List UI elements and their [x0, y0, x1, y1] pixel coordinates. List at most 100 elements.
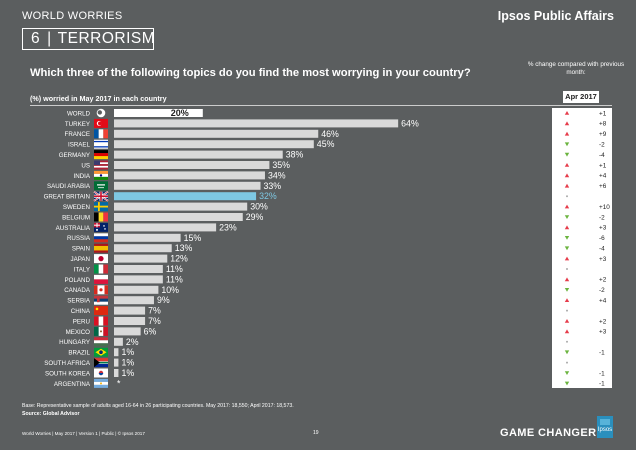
- up-arrow-icon: [564, 256, 570, 261]
- bar-australia: [114, 223, 217, 232]
- category-label-world: WORLD: [67, 110, 91, 117]
- value-label-india: 34%: [268, 170, 286, 180]
- up-arrow-icon: [564, 298, 570, 302]
- flag-belgium-icon: [94, 212, 108, 222]
- down-arrow-icon: [564, 152, 570, 157]
- flag-japan-icon: [94, 254, 108, 264]
- change-value-south-korea: -1: [599, 370, 605, 377]
- category-label-peru: PERU: [73, 318, 90, 325]
- flag-turkey-icon: [94, 118, 108, 128]
- change-value-world: +1: [599, 110, 607, 117]
- down-arrow-icon: [564, 350, 570, 355]
- value-label-belgium: 29%: [246, 212, 264, 222]
- down-arrow-icon: [564, 288, 570, 292]
- value-label-germany: 38%: [286, 150, 304, 160]
- bar-belgium: [114, 213, 243, 221]
- page-number: 19: [313, 430, 319, 436]
- up-arrow-icon: [564, 277, 570, 282]
- flag-mexico-icon: [94, 326, 108, 336]
- bar-spain: [114, 244, 172, 253]
- change-value-saudi-arabia: +6: [599, 183, 607, 190]
- section-title: TERRORISM: [57, 30, 156, 47]
- down-arrow-icon: [564, 381, 570, 386]
- comparison-period: Apr 2017: [563, 91, 599, 103]
- flag-spain-icon: [94, 243, 108, 253]
- category-label-great-britain: GREAT BRITAIN: [44, 194, 90, 201]
- flag-canada-icon: [94, 285, 108, 295]
- flag-germany-icon: [94, 150, 108, 160]
- change-value-turkey: +8: [599, 121, 607, 128]
- flag-italy-icon: [94, 264, 108, 274]
- category-label-india: INDIA: [73, 173, 90, 180]
- flag-south-africa-icon: [94, 358, 108, 368]
- category-label-australia: AUSTRALIA: [56, 225, 91, 232]
- category-label-saudi-arabia: SAUDI ARABIA: [47, 183, 91, 190]
- category-label-serbia: SERBIA: [67, 298, 91, 305]
- brand-name: Ipsos Public Affairs: [497, 9, 614, 23]
- footer-meta: World Worries | May 2017 | Version 1 | P…: [22, 431, 145, 436]
- up-arrow-icon: [564, 225, 570, 230]
- value-label-south-korea: 1%: [121, 368, 134, 378]
- value-label-mexico: 6%: [144, 326, 157, 336]
- header-rule: [30, 105, 612, 106]
- down-arrow-icon: [564, 236, 570, 240]
- kicker: WORLD WORRIES: [22, 10, 123, 22]
- flag-china-icon: [94, 306, 108, 316]
- no-change-icon: [566, 268, 568, 270]
- bar-saudi-arabia: [114, 181, 261, 190]
- change-value-belgium: -2: [599, 214, 605, 221]
- category-label-russia: RUSSIA: [67, 235, 91, 242]
- category-label-mexico: MEXICO: [66, 329, 91, 336]
- category-label-south-korea: SOUTH KOREA: [45, 370, 91, 377]
- value-label-argentina: *: [117, 378, 121, 388]
- value-label-sweden: 30%: [250, 202, 268, 212]
- value-label-israel: 45%: [317, 139, 335, 149]
- up-arrow-icon: [564, 131, 570, 136]
- change-value-mexico: +3: [599, 329, 607, 336]
- category-label-spain: SPAIN: [72, 246, 90, 253]
- up-arrow-icon: [564, 183, 570, 188]
- up-arrow-icon: [564, 173, 570, 178]
- down-arrow-icon: [564, 215, 570, 219]
- globe-icon: [96, 108, 106, 118]
- value-label-france: 46%: [321, 129, 339, 139]
- value-label-peru: 7%: [148, 316, 161, 326]
- value-label-australia: 23%: [219, 222, 237, 232]
- change-value-spain: -4: [599, 246, 605, 253]
- flag-argentina-icon: [94, 378, 108, 388]
- category-label-turkey: TURKEY: [65, 121, 90, 128]
- section-title-box: 6 | TERRORISM: [22, 28, 156, 50]
- value-label-hungary: 2%: [126, 337, 139, 347]
- category-label-italy: ITALY: [74, 266, 90, 273]
- question-text: Which three of the following topics do y…: [30, 67, 471, 79]
- ipsos-logo: Ipsos: [597, 416, 613, 438]
- change-value-israel: -2: [599, 142, 605, 149]
- category-label-canada: CANADA: [64, 287, 91, 294]
- bar-israel: [114, 140, 314, 149]
- change-value-brazil: -1: [599, 350, 605, 357]
- down-arrow-icon: [564, 142, 570, 147]
- no-change-icon: [566, 195, 568, 198]
- section-number: 6: [31, 30, 41, 47]
- category-label-sweden: SWEDEN: [63, 204, 90, 211]
- basis-note: Base: Representative sample of adults ag…: [22, 403, 294, 409]
- value-label-saudi-arabia: 33%: [264, 181, 282, 191]
- category-label-south-africa: SOUTH AFRICA: [44, 360, 91, 367]
- value-label-great-britain: 32%: [259, 191, 277, 201]
- category-label-japan: JAPAN: [71, 256, 90, 263]
- bar-germany: [114, 150, 283, 159]
- flag-peru-icon: [94, 316, 108, 326]
- flag-saudi-arabia-icon: [94, 181, 108, 191]
- category-label-us: US: [81, 162, 90, 169]
- bar-italy: [114, 265, 163, 273]
- change-header: % change compared with previous month:: [527, 61, 625, 76]
- tagline: GAME CHANGERS: [500, 427, 605, 439]
- change-value-sweden: +10: [599, 204, 610, 211]
- category-label-belgium: BELGIUM: [62, 214, 90, 221]
- flag-israel-icon: [94, 139, 108, 149]
- category-label-poland: POLAND: [65, 277, 91, 284]
- value-label-serbia: 9%: [157, 295, 170, 305]
- change-value-india: +4: [599, 173, 607, 180]
- up-arrow-icon: [564, 319, 570, 323]
